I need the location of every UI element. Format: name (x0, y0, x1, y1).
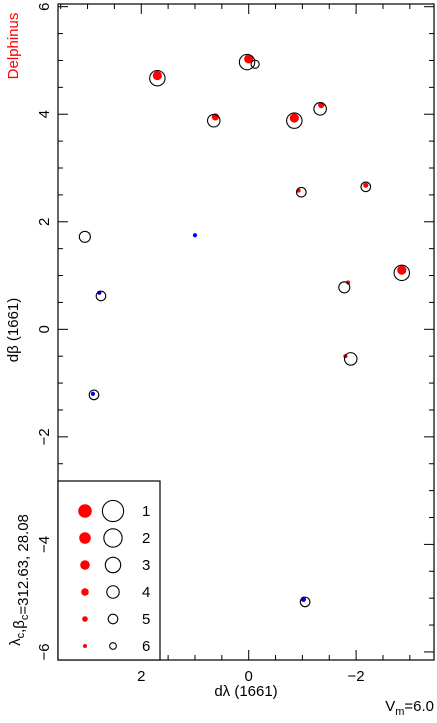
x-tick-label: 0 (245, 668, 253, 685)
modern-star-point (360, 181, 372, 193)
catalog-star-point (90, 391, 96, 396)
legend-modern-marker (104, 556, 122, 574)
y-tick-label: −6 (36, 643, 53, 660)
chart-title: Delphinus (5, 13, 22, 80)
legend-modern-marker (106, 585, 120, 599)
modern-star-point (295, 186, 307, 198)
legend-catalog-marker (81, 588, 89, 596)
modern-star-point (343, 352, 358, 366)
modern-star-point (393, 264, 411, 282)
modern-star-point (338, 281, 351, 294)
catalog-star-point (244, 54, 254, 64)
catalog-star-point (192, 233, 198, 238)
legend-catalog-marker (83, 644, 87, 648)
legend-modern-marker (107, 613, 119, 625)
legend-modern-marker (101, 499, 125, 523)
legend-magnitude-label: 6 (142, 638, 150, 655)
y-tick-label: 2 (36, 218, 53, 226)
legend-catalog-marker (82, 616, 88, 622)
y-tick-label: 4 (36, 110, 53, 118)
legend-catalog-marker (80, 560, 90, 570)
catalog-star-point (289, 113, 299, 123)
vmag-limit-label: Vm=6.0 (385, 698, 434, 718)
y-axis-label: dβ (1661) (5, 298, 22, 363)
center-coordinates-label: λc,βc=312.63, 28.08 (7, 514, 32, 646)
legend-magnitude-label: 2 (142, 530, 150, 547)
legend-catalog-marker (78, 504, 92, 518)
catalog-star-point (363, 182, 369, 188)
plot-frame (57, 3, 435, 661)
modern-star-point (88, 389, 100, 401)
y-tick-label: 6 (36, 3, 53, 11)
modern-star-point (313, 102, 327, 116)
catalog-star-point (345, 280, 351, 285)
catalog-star-point (397, 265, 407, 275)
legend-magnitude-label: 5 (142, 611, 150, 628)
legend-magnitude-label: 4 (142, 584, 150, 601)
legend-catalog-marker (79, 532, 91, 544)
y-tick-label: −4 (36, 536, 53, 553)
catalog-star-point (152, 70, 162, 81)
modern-star-point (299, 596, 311, 608)
modern-star-point (250, 59, 260, 69)
modern-star-point (238, 53, 256, 71)
modern-star-point (286, 112, 303, 129)
legend-magnitude-label: 3 (142, 557, 150, 574)
modern-star-point (95, 290, 107, 302)
legend-modern-marker (103, 528, 123, 548)
legend-modern-marker (109, 642, 117, 650)
x-axis-label: dλ (1661) (214, 683, 277, 700)
modern-star-point (78, 230, 91, 243)
modern-star-point (149, 69, 166, 87)
y-tick-label: −2 (36, 428, 53, 445)
legend-magnitude-label: 1 (142, 503, 150, 520)
x-tick-label: 2 (137, 668, 145, 685)
modern-star-point (206, 113, 221, 128)
legend-box (57, 480, 161, 661)
x-tick-label: −2 (348, 668, 365, 685)
y-tick-label: 0 (36, 325, 53, 333)
